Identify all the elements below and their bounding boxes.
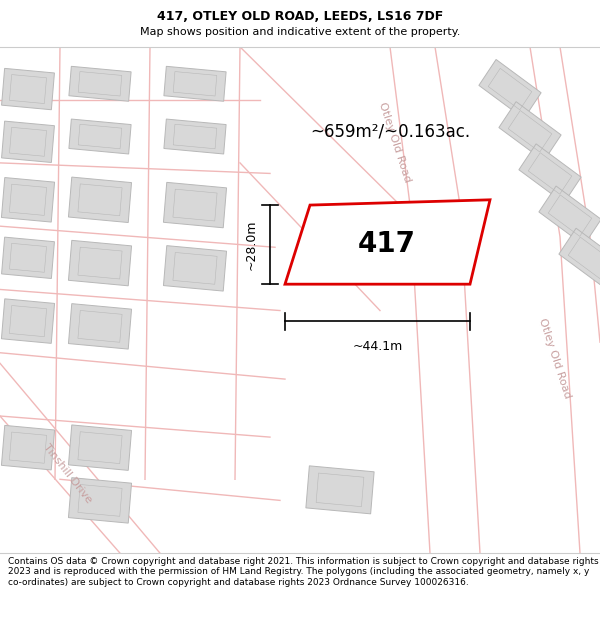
Polygon shape bbox=[539, 186, 600, 245]
Polygon shape bbox=[68, 304, 131, 349]
Polygon shape bbox=[499, 102, 561, 161]
Polygon shape bbox=[163, 182, 227, 228]
Polygon shape bbox=[2, 121, 55, 162]
Polygon shape bbox=[163, 246, 227, 291]
Text: Contains OS data © Crown copyright and database right 2021. This information is : Contains OS data © Crown copyright and d… bbox=[8, 557, 599, 586]
Polygon shape bbox=[1, 299, 55, 343]
Text: Otley Old Road: Otley Old Road bbox=[538, 317, 572, 399]
Polygon shape bbox=[1, 177, 55, 222]
Text: Tinshill Drive: Tinshill Drive bbox=[42, 442, 94, 506]
Polygon shape bbox=[559, 228, 600, 288]
Polygon shape bbox=[69, 119, 131, 154]
Polygon shape bbox=[68, 241, 131, 286]
Text: 417, OTLEY OLD ROAD, LEEDS, LS16 7DF: 417, OTLEY OLD ROAD, LEEDS, LS16 7DF bbox=[157, 10, 443, 23]
Text: ~659m²/~0.163ac.: ~659m²/~0.163ac. bbox=[310, 122, 470, 140]
Text: Otley Old Road: Otley Old Road bbox=[377, 101, 413, 183]
Polygon shape bbox=[69, 66, 131, 101]
Polygon shape bbox=[285, 200, 490, 284]
Polygon shape bbox=[2, 237, 55, 279]
Polygon shape bbox=[2, 68, 55, 110]
Text: Map shows position and indicative extent of the property.: Map shows position and indicative extent… bbox=[140, 27, 460, 38]
Polygon shape bbox=[164, 119, 226, 154]
Polygon shape bbox=[68, 478, 131, 523]
Polygon shape bbox=[306, 466, 374, 514]
Polygon shape bbox=[519, 144, 581, 203]
Polygon shape bbox=[68, 177, 131, 222]
Polygon shape bbox=[479, 59, 541, 119]
Polygon shape bbox=[68, 425, 131, 471]
Text: ~44.1m: ~44.1m bbox=[352, 340, 403, 353]
Text: ~28.0m: ~28.0m bbox=[245, 219, 258, 270]
Text: 417: 417 bbox=[358, 230, 416, 258]
Polygon shape bbox=[164, 66, 226, 101]
Polygon shape bbox=[1, 426, 55, 470]
